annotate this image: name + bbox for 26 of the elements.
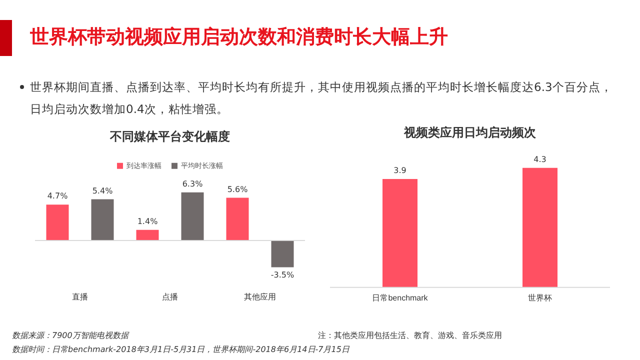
text: 数据时间：日常benchmark-2018年3月1日-5月31日，世界杯期间-2018年6月14日-7月15日 — [12, 344, 350, 355]
bar — [226, 198, 249, 241]
data-label: -3.5% — [270, 270, 294, 280]
source-note: 数据来源：7900万智能电视数据 — [12, 330, 128, 341]
data-label: 3.9 — [394, 166, 406, 176]
data-label: 4.7% — [47, 192, 68, 201]
x-tick-label: 点播 — [162, 292, 178, 302]
x-tick-label: 其他应用 — [244, 292, 276, 302]
bar — [136, 230, 159, 241]
data-label: 1.4% — [137, 216, 158, 226]
text: 世界杯带动视频应用启动次数和消费时长大幅上升 — [30, 25, 448, 50]
data-label: 5.4% — [92, 186, 114, 196]
x-tick-label: 日常benchmark — [372, 293, 429, 302]
chart-title: 视频类应用日均启动频次 — [403, 125, 537, 140]
x-tick-label: 世界杯 — [528, 293, 552, 302]
text: 注：其他类应用包括生活、教育、游戏、音乐类应用 — [318, 330, 502, 341]
data-label: 4.3 — [534, 154, 546, 164]
x-tick-label: 直播 — [72, 292, 88, 302]
bar — [46, 204, 69, 241]
chart-title: 不同媒体平台变化幅度 — [109, 129, 230, 144]
data-label: 5.6% — [227, 184, 248, 194]
data-label: 6.3% — [182, 179, 204, 188]
bar — [91, 199, 114, 241]
text: 世界杯期间直播、点播到达率、平均时长均有所提升，其中使用视频点播的平均时长增长幅度达6.3个百分点，日均启动次数增加0.4次，粘性增强。 — [30, 79, 614, 118]
bar — [271, 240, 294, 268]
bar — [181, 192, 204, 241]
